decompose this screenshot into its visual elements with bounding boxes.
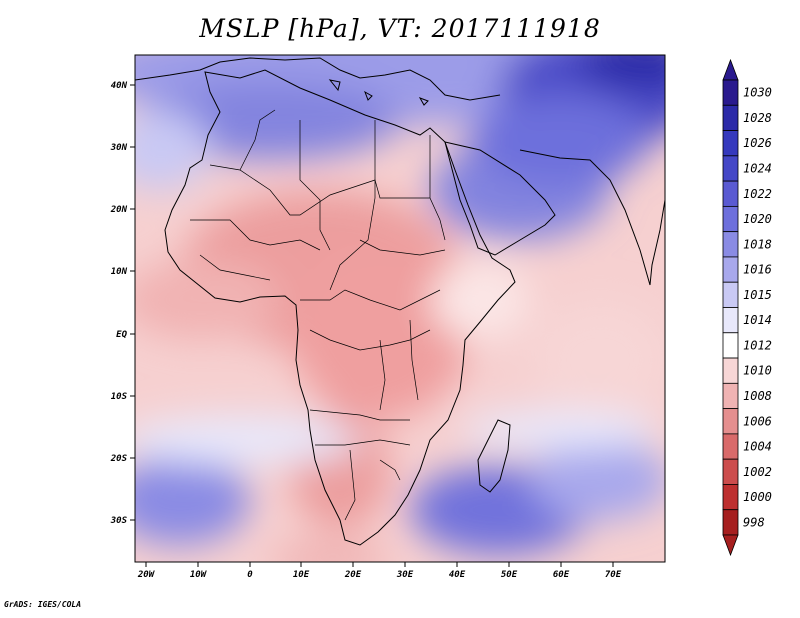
latitude-axis: [130, 84, 135, 521]
colorbar-swatch: [722, 408, 739, 435]
lon-label: 10W: [190, 570, 208, 580]
colorbar-cap-bottom: [722, 534, 739, 557]
lon-label: 30E: [396, 570, 414, 580]
lat-label: 40N: [111, 81, 128, 91]
colorbar-label: 1000: [743, 490, 772, 504]
colorbar-label: 1026: [743, 136, 772, 150]
colorbar-label: 1028: [743, 111, 772, 125]
colorbar-swatch: [722, 231, 739, 258]
colorbar-label: 1008: [743, 389, 772, 403]
colorbar-swatch: [722, 205, 739, 233]
lat-label: 10N: [111, 267, 128, 277]
coastlines: [135, 57, 665, 546]
colorbar-swatch: [722, 458, 739, 485]
lon-label: 70E: [605, 570, 622, 580]
credit-label: GrADS: IGES/COLA: [4, 600, 82, 609]
colorbar-swatch: [722, 180, 739, 207]
lat-label: EQ: [116, 330, 127, 340]
lat-label: 30S: [110, 516, 128, 526]
colorbar-label: 1016: [743, 263, 772, 277]
colorbar-swatch: [722, 130, 739, 157]
colorbar-label: 1002: [743, 465, 772, 479]
lon-label: 0: [247, 570, 253, 580]
colorbar-cap-top: [722, 58, 739, 81]
colorbar-label: 1010: [743, 364, 772, 378]
colorbar-swatch: [722, 509, 739, 536]
lon-label: 50E: [501, 570, 518, 580]
colorbar-label: 1018: [743, 237, 772, 251]
colorbar-label: 1030: [743, 86, 772, 100]
map-frame: [134, 54, 666, 563]
colorbar: 1030 1028 1026 1024 1022 1020 1018 1016 1015 1014…: [722, 58, 772, 557]
colorbar-label: 1004: [743, 440, 772, 454]
longitude-axis: [145, 562, 614, 567]
colorbar-label: 998: [743, 515, 765, 529]
lon-label: 20W: [137, 570, 156, 580]
colorbar-swatch: [722, 332, 739, 359]
colorbar-label: 1006: [743, 414, 772, 428]
lat-label: 20N: [110, 205, 128, 215]
colorbar-swatch: [722, 484, 739, 511]
colorbar-label: 1022: [743, 187, 772, 201]
lat-label: 30N: [110, 143, 128, 153]
lon-label: 10E: [293, 570, 310, 580]
map-title: MSLP [hPa], VT: 2017111918: [199, 14, 601, 43]
colorbar-swatch: [722, 281, 739, 308]
colorbar-label: 1014: [743, 313, 772, 327]
colorbar-label: 1020: [743, 212, 772, 226]
lat-label: 10S: [111, 392, 128, 402]
lat-label: 20S: [110, 454, 128, 464]
colorbar-swatch: [722, 104, 739, 131]
pressure-field: [135, 55, 665, 562]
lon-label: 40E: [449, 570, 466, 580]
colorbar-label: 1015: [743, 288, 772, 302]
colorbar-swatch: [722, 155, 739, 182]
colorbar-swatch: [722, 79, 739, 106]
colorbar-label: 1024: [743, 161, 772, 175]
colorbar-label: 1012: [743, 338, 772, 352]
colorbar-swatch: [722, 256, 739, 283]
lon-label: 20E: [344, 570, 362, 580]
country-borders: [190, 109, 446, 521]
colorbar-swatch: [722, 307, 739, 334]
colorbar-swatch: [722, 433, 739, 460]
lon-label: 60E: [553, 570, 570, 580]
colorbar-swatch: [722, 357, 739, 384]
colorbar-swatch: [722, 382, 739, 410]
